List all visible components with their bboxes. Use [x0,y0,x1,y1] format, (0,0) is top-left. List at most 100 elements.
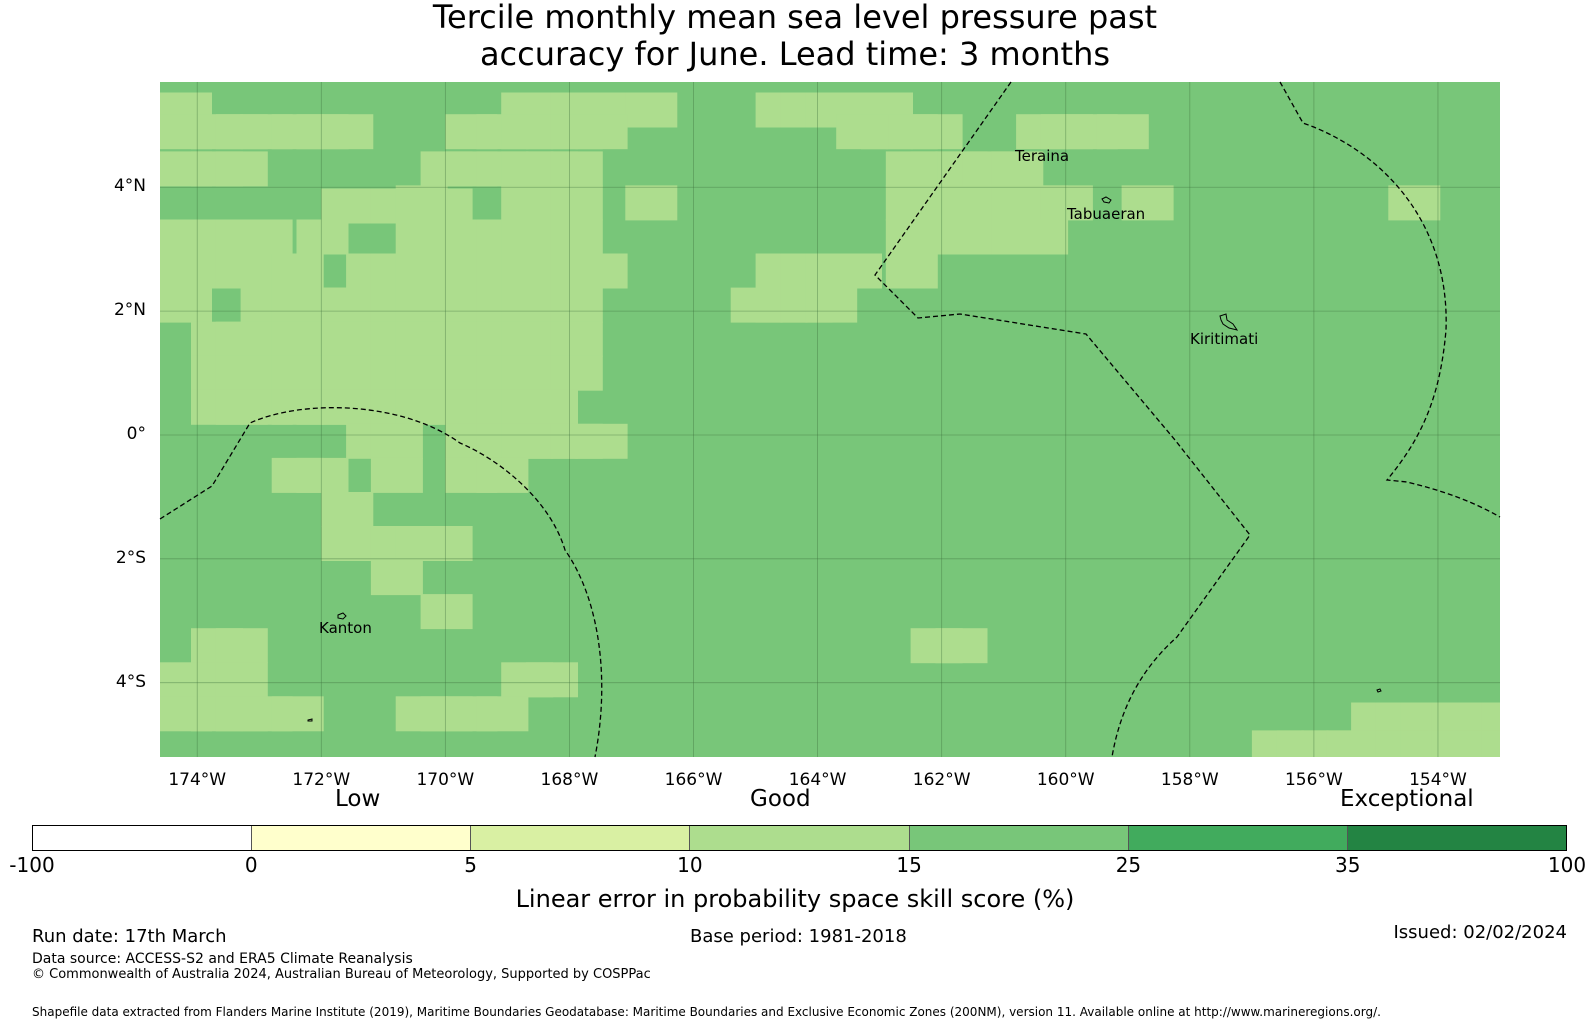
longitude-label: 164°W [788,770,847,790]
latitude-label: 0° [126,423,146,444]
skill-cell [935,628,988,664]
skill-cell [805,287,858,323]
skill-cell [885,253,938,289]
skill-cell [370,423,423,459]
island-label-teraina: Teraina [1014,147,1069,165]
colorbar-tick-label: -100 [9,853,55,877]
skill-cell [550,185,603,221]
skill-cell [395,185,448,221]
skill-cell [550,355,603,391]
eez-boundary-line-islands [874,81,1251,758]
island-shape-kanton [337,612,347,620]
island-label-kanton: Kanton [319,619,372,637]
colorbar-tick-label: 0 [244,853,258,877]
skill-cell [526,662,578,698]
map-title-line-1: Tercile monthly mean sea level pressure … [432,0,1158,36]
skill-cell [476,696,529,732]
longitude-label: 158°W [1160,770,1219,790]
eez-boundary-kanton [159,407,603,758]
colorbar-segment [252,826,472,850]
skill-cell [420,594,473,630]
run-date: Run date: 17th March [32,926,227,947]
longitude-label: 174°W [168,770,227,790]
skill-cell [991,151,1044,187]
skill-cell [1481,730,1500,757]
colorbar-segment [33,826,253,850]
colorbar-label: Linear error in probability space skill … [515,885,1075,913]
skill-cell [215,151,268,187]
skill-cell [575,253,628,289]
skill-cell [836,114,889,150]
island-label-tabuaeran: Tabuaeran [1066,205,1145,223]
island-shape-small-2 [307,718,313,722]
colorbar-good-label: Good [750,786,811,812]
data-source: Data source: ACCESS-S2 and ERA5 Climate … [32,951,413,967]
skill-cell [215,628,268,664]
skill-cell [550,321,603,357]
latitude-label: 2°N [113,300,146,321]
skill-cell [1481,702,1500,738]
skill-cells [160,92,1500,757]
colorbar-segment [1128,826,1348,850]
skill-cell [420,526,473,561]
skill-cell [830,253,882,289]
issued-date: Issued: 02/02/2024 [1393,922,1567,943]
skill-cell [550,151,603,187]
skill-cell [1388,185,1441,221]
map-title-line-2: accuracy for June. Lead time: 3 months [479,35,1111,73]
colorbar-segment [909,826,1129,850]
island-shape-small-1 [1376,688,1382,693]
skill-cell [910,114,963,150]
island-shape-tabuaeran [1101,196,1112,204]
skill-cell [1096,114,1149,150]
copyright: © Commonwealth of Australia 2024, Austra… [32,967,651,982]
longitude-label: 162°W [912,770,971,790]
island-labels: Teraina Tabuaeran Kiritimati Kanton [319,147,1258,637]
skill-cell [476,457,529,493]
skill-cell [550,219,603,255]
skill-cell [550,287,603,323]
colorbar-tick-label: 100 [1547,853,1587,877]
colorbar-tick-label: 15 [896,853,922,877]
colorbar-tick-label: 25 [1115,853,1142,877]
map-svg: Teraina Tabuaeran Kiritimati Kanton [159,81,1501,758]
skill-cell [625,185,678,221]
colorbar-tick-label: 10 [677,853,703,877]
skill-cell [370,560,423,596]
colorbar-tick-label: 35 [1334,853,1361,877]
longitude-label: 172°W [292,770,351,790]
skill-cell [215,662,268,698]
skill-cell [321,114,374,150]
longitude-label: 156°W [1284,770,1343,790]
latitude-label: 2°S [115,547,146,568]
island-label-kiritimati: Kiritimati [1190,330,1258,348]
colorbar-exceptional-label: Exceptional [1340,786,1474,812]
skill-cell [240,219,293,255]
longitude-label: 154°W [1409,770,1467,790]
latitude-label: 4°S [115,671,146,692]
skill-cell [625,92,678,128]
colorbar [32,825,1567,851]
longitude-label: 170°W [416,770,475,790]
skill-cell [575,114,628,150]
colorbar-segment [471,826,691,850]
base-period: Base period: 1981-2018 [690,926,907,947]
longitude-label: 168°W [540,770,599,790]
colorbar-low-label: Low [335,786,381,812]
skill-cell [1016,219,1069,255]
skill-cell [271,696,324,732]
skill-cell [370,457,423,493]
island-shape-kiritimati [1219,313,1239,331]
eez-boundaries [159,81,1501,758]
colorbar-tick-label: 5 [464,853,477,877]
skill-cell [296,457,349,493]
skill-cell [575,423,628,459]
shapefile-credit: Shapefile data extracted from Flanders M… [32,1005,1381,1019]
longitude-label: 160°W [1036,770,1095,790]
skill-cell [526,389,578,425]
skill-cell [271,253,324,289]
skill-cell [1121,185,1174,221]
colorbar-segment [1347,826,1566,850]
latitude-label: 4°N [113,176,146,197]
skill-cell [885,151,938,187]
